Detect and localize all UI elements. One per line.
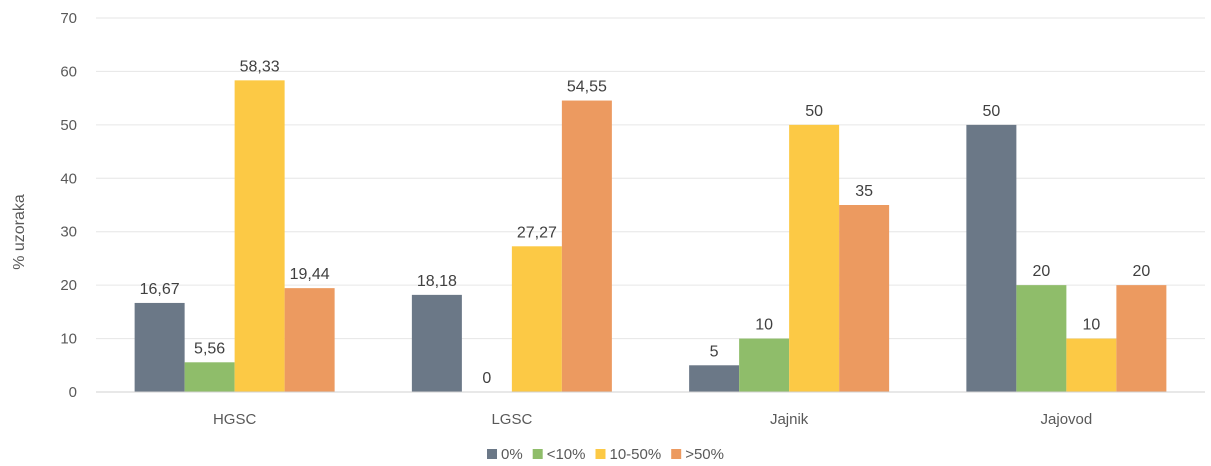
data-label: 58,33 [240,58,280,75]
y-tick-label: 20 [60,277,77,294]
data-label: 10 [1082,317,1100,334]
bar [739,338,790,392]
data-label: 10 [755,317,773,334]
bar [284,288,335,392]
y-tick-label: 10 [60,331,77,348]
bar [1066,338,1117,392]
bar [561,100,612,392]
bar [411,294,462,392]
bar [134,302,185,392]
y-tick-label: 60 [60,63,77,80]
data-label: 27,27 [517,224,557,241]
x-tick-label: Jajnik [770,411,809,428]
data-label: 5,56 [194,340,225,357]
bar [1116,285,1167,392]
legend-label: 10-50% [609,446,661,463]
data-label: 35 [855,183,873,200]
bar [789,124,840,392]
data-label: 20 [1032,263,1050,280]
y-axis-ticks: 0 10 20 30 40 50 60 70 [60,10,77,401]
data-label: 54,55 [567,79,607,96]
bar [839,205,890,392]
bar [966,124,1017,392]
y-axis-title: % uzoraka [11,194,28,270]
data-label: 0 [482,370,491,387]
x-tick-label: HGSC [213,411,257,428]
data-label: 50 [805,103,823,120]
x-tick-label: Jajovod [1041,411,1093,428]
y-tick-label: 40 [60,170,77,187]
bars [134,80,1167,393]
legend-swatch [671,449,682,459]
legend-label: 0% [501,446,523,463]
bar [1016,285,1067,392]
bar [184,362,235,392]
legend-swatch [595,449,606,459]
x-axis-ticks: HGSC LGSC Jajnik Jajovod [213,411,1092,428]
legend-swatch [532,449,543,459]
data-label: 50 [982,103,1000,120]
data-labels: 16,67 5,56 58,33 19,44 18,18 0 27,27 54,55 5 10 50… [140,58,1151,387]
y-tick-label: 70 [60,10,77,27]
y-tick-label: 30 [60,224,77,241]
y-tick-label: 0 [69,384,77,401]
data-label: 18,18 [417,273,457,290]
bar [511,246,562,392]
bar [689,365,740,392]
bar [234,80,285,393]
legend-label: >50% [685,446,724,463]
data-label: 19,44 [290,266,330,283]
data-label: 20 [1132,263,1150,280]
x-tick-label: LGSC [491,411,532,428]
y-tick-label: 50 [60,117,77,134]
data-label: 16,67 [140,281,180,298]
legend-swatch [487,449,498,459]
data-label: 5 [710,343,719,360]
legend: 0% <10% 10-50% >50% [487,446,724,463]
legend-label: <10% [547,446,586,463]
